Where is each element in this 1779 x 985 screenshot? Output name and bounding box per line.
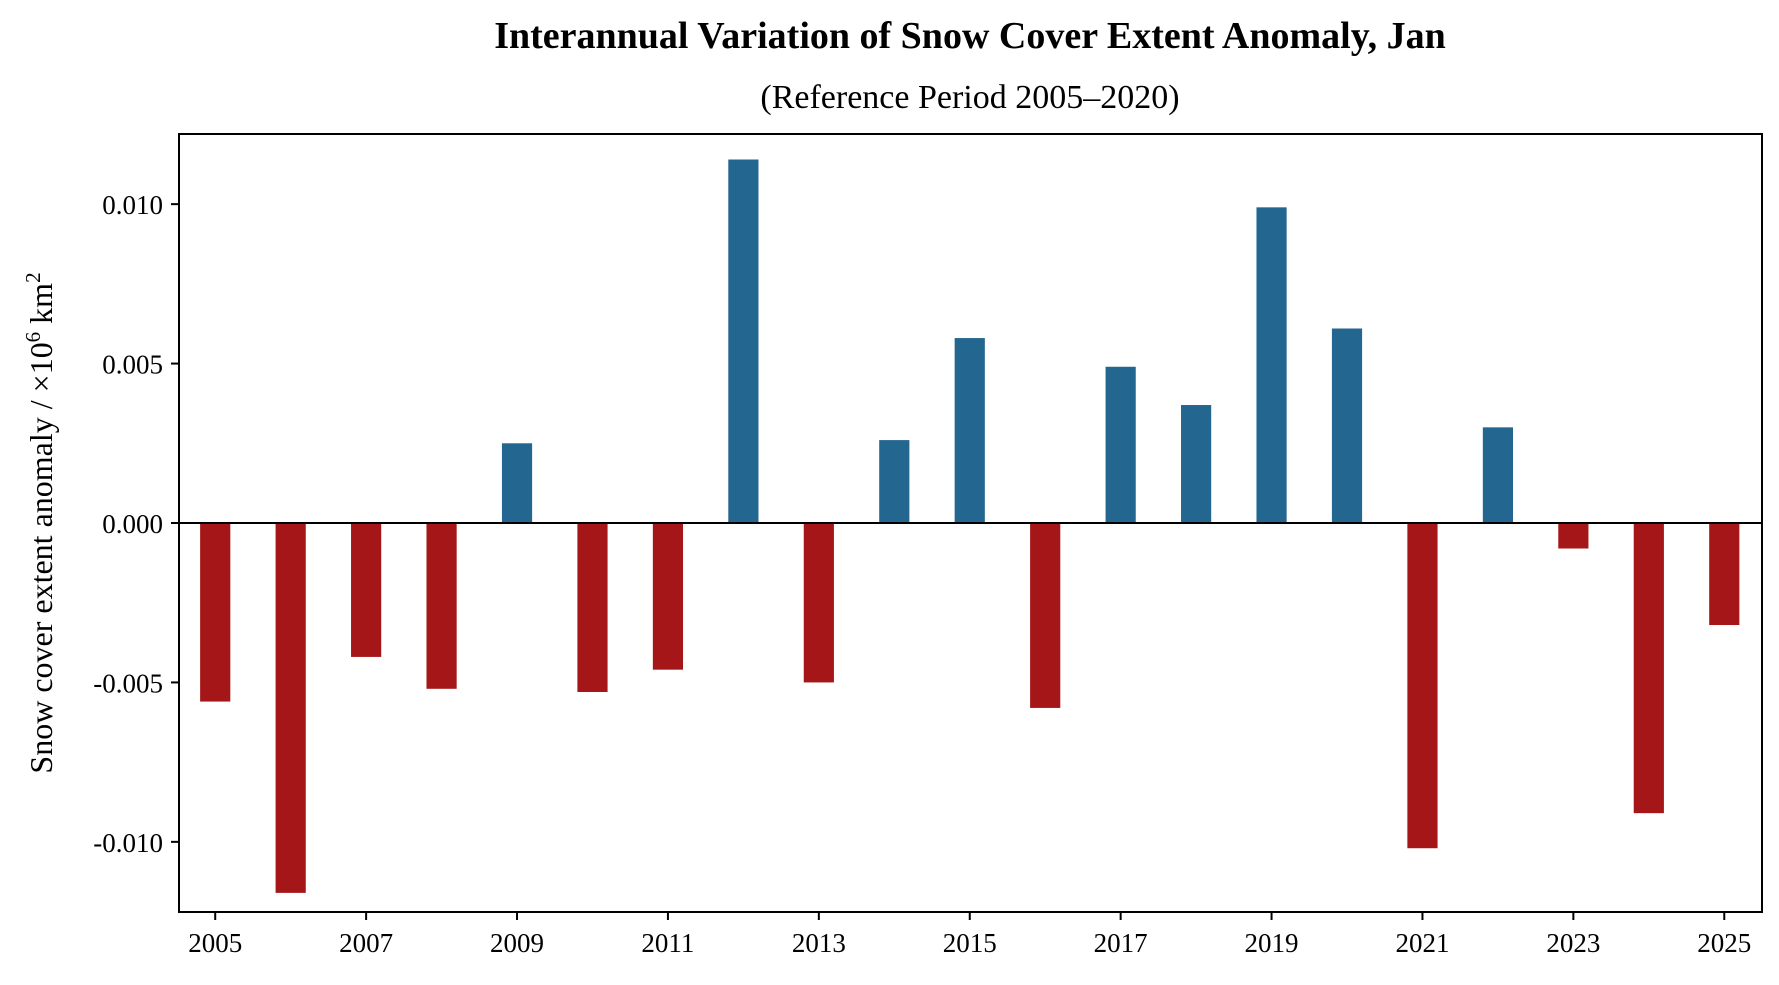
- y-tick-label: 0.000: [102, 509, 163, 539]
- y-axis-label-sup2: 2: [21, 272, 45, 283]
- bar-2022: [1482, 427, 1514, 523]
- bar-2006: [275, 523, 306, 893]
- bar-2025: [1709, 523, 1740, 626]
- bar-2015: [954, 338, 985, 523]
- x-ticks: 2005 2007 2009 2011 2013 2015 2017 2019 2021 2023…: [188, 912, 1751, 958]
- bar-2020: [1331, 328, 1363, 523]
- y-axis-label-sup1: 6: [21, 332, 45, 343]
- bar-2009: [501, 443, 533, 523]
- x-tick-label: 2021: [1395, 928, 1449, 958]
- x-tick-label: 2005: [188, 928, 242, 958]
- bar-2011: [652, 523, 684, 670]
- x-tick-label: 2025: [1697, 928, 1751, 958]
- bar-2007: [351, 523, 382, 657]
- y-tick-label: -0.010: [93, 828, 163, 858]
- bar-2012: [728, 159, 759, 524]
- x-tick-label: 2009: [490, 928, 544, 958]
- bar-2024: [1633, 523, 1664, 814]
- bar-2005: [200, 523, 231, 702]
- bar-2014: [879, 440, 910, 523]
- x-tick-label: 2007: [339, 928, 393, 958]
- y-axis-label: Snow cover extent anomaly / ×106 km2: [21, 272, 59, 773]
- bars: [200, 159, 1740, 893]
- bar-2021: [1407, 523, 1438, 849]
- bar-2017: [1105, 366, 1136, 523]
- y-axis-label-main: Snow cover extent anomaly / ×10: [23, 342, 59, 773]
- y-ticks: -0.010 -0.005 0.000 0.005 0.010: [93, 190, 179, 858]
- axes-frame: [178, 133, 1763, 913]
- bar-2019: [1256, 207, 1287, 523]
- y-tick-label: 0.010: [102, 190, 163, 220]
- x-tick-label: 2017: [1094, 928, 1148, 958]
- x-tick-label: 2019: [1245, 928, 1299, 958]
- y-axis-label-unit: km: [23, 283, 59, 332]
- y-tick-label: -0.005: [93, 668, 163, 698]
- x-tick-label: 2023: [1546, 928, 1600, 958]
- bar-2016: [1030, 523, 1061, 708]
- bar-2013: [803, 523, 834, 683]
- y-tick-label: 0.005: [102, 350, 163, 380]
- x-tick-label: 2011: [641, 928, 694, 958]
- bar-2010: [577, 523, 608, 692]
- bar-2023: [1558, 523, 1589, 549]
- x-tick-label: 2015: [943, 928, 997, 958]
- bar-2018: [1181, 405, 1212, 523]
- chart-title: Interannual Variation of Snow Cover Exte…: [494, 15, 1446, 57]
- chart-subtitle: (Reference Period 2005–2020): [760, 79, 1179, 116]
- bar-2008: [426, 523, 457, 689]
- x-tick-label: 2013: [792, 928, 846, 958]
